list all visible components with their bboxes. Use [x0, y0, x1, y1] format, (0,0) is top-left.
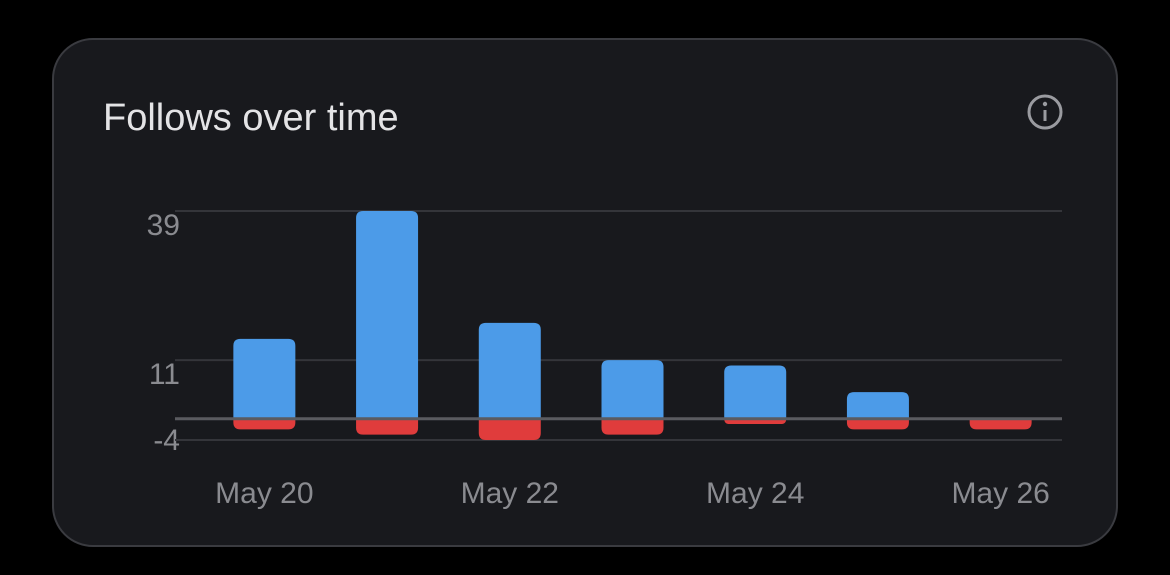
- x-tick-label: May 26: [951, 477, 1049, 510]
- bar: [846, 418, 909, 430]
- bar: [233, 418, 296, 430]
- bar: [969, 418, 1032, 430]
- y-tick-label: 11: [149, 358, 180, 391]
- bar: [601, 418, 664, 435]
- y-tick-label: 39: [147, 209, 180, 242]
- x-tick-label: May 22: [461, 477, 559, 510]
- bar: [478, 322, 541, 419]
- bar: [724, 365, 787, 419]
- bar: [233, 338, 296, 419]
- x-tick-label: May 24: [706, 477, 804, 510]
- bar: [601, 360, 664, 419]
- x-tick-label: May 20: [215, 477, 313, 510]
- bar: [356, 211, 419, 419]
- bar: [846, 392, 909, 419]
- chart-title: Follows over time: [103, 97, 399, 139]
- bar: [356, 418, 419, 435]
- bar: [478, 418, 541, 440]
- info-icon[interactable]: [1027, 94, 1063, 130]
